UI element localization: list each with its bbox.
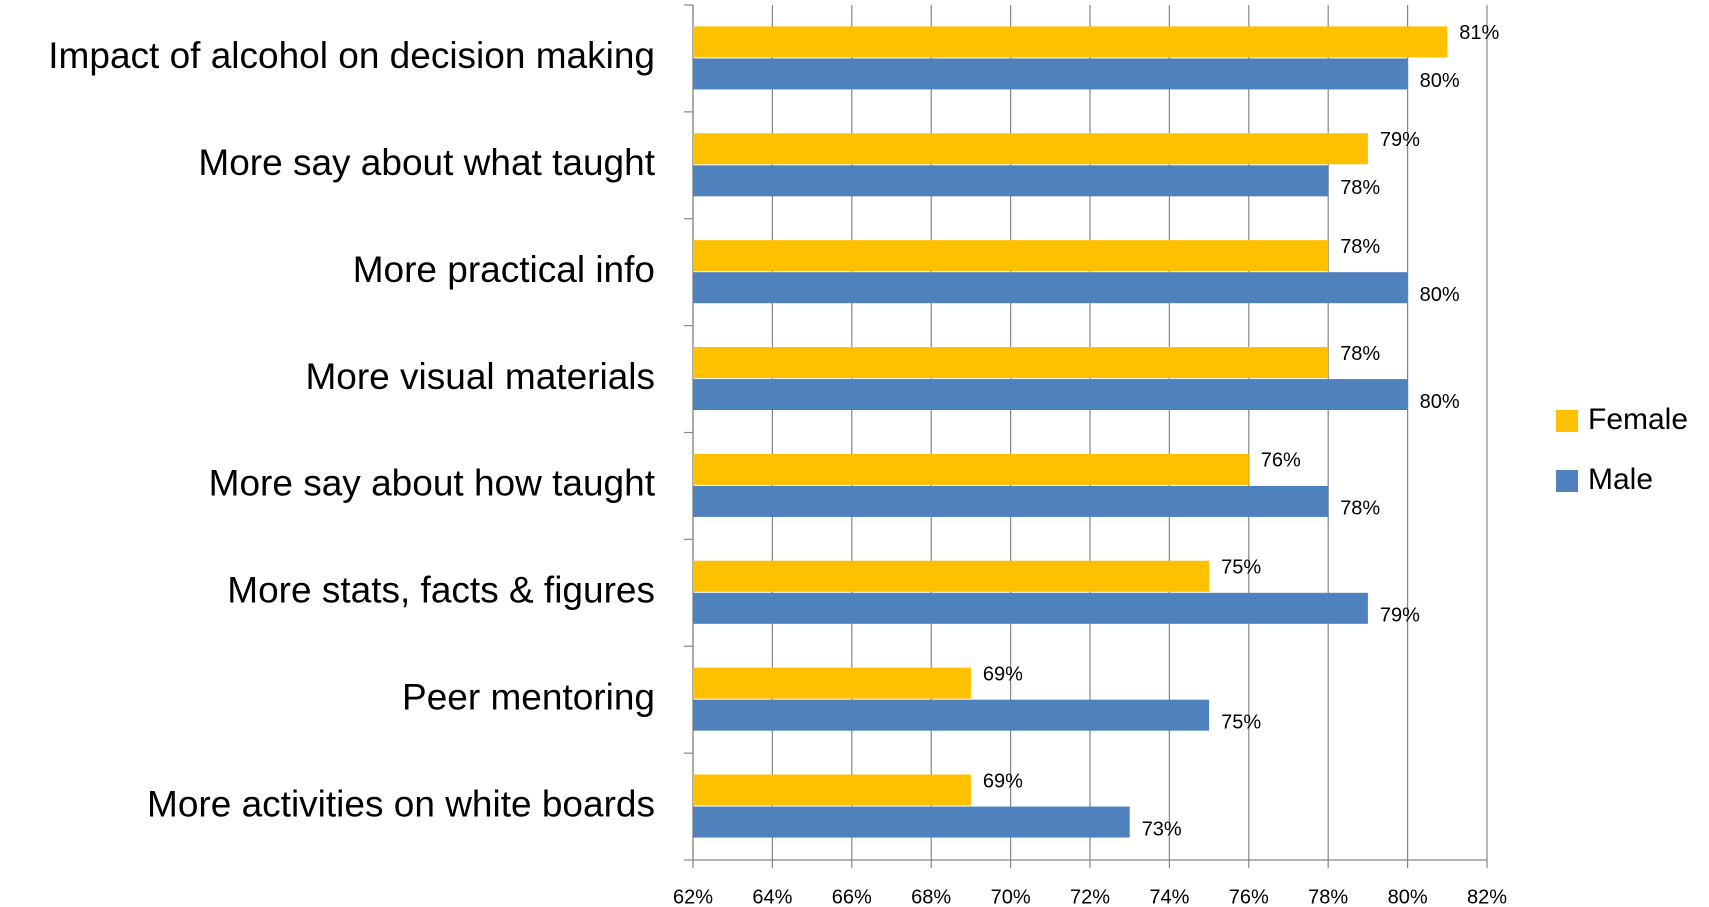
x-tick-label: 74% [1149,886,1189,907]
x-tick-label: 64% [752,886,792,907]
bar [693,667,971,699]
value-label: 78% [1340,343,1380,365]
value-label: 80% [1420,70,1460,92]
bar [693,240,1329,272]
category-label: More stats, facts & figures [227,570,655,611]
value-label: 81% [1459,22,1499,44]
value-label: 78% [1340,177,1380,199]
x-tick-label: 78% [1308,886,1348,907]
bar [693,58,1408,90]
bar [693,347,1329,378]
value-label: 80% [1420,391,1460,413]
x-tick-label: 80% [1388,886,1428,907]
bar [693,806,1130,838]
value-label: 69% [983,663,1023,685]
legend-swatch [1556,470,1578,492]
value-label: 79% [1380,605,1420,627]
bar [693,485,1329,517]
value-label: 73% [1142,818,1182,840]
x-tick-label: 72% [1070,886,1110,907]
value-label: 78% [1340,236,1380,258]
x-tick-label: 66% [832,886,872,907]
bar [693,699,1210,731]
legend-swatch [1556,410,1578,432]
category-label: Impact of alcohol on decision making [48,35,655,76]
bar [693,26,1448,58]
bar [693,592,1368,624]
x-tick-label: 62% [673,886,713,907]
category-label: More practical info [353,249,655,290]
value-label: 79% [1380,129,1420,151]
bar [693,379,1408,411]
bar [693,453,1249,485]
value-label: 75% [1221,711,1261,733]
value-label: 76% [1261,450,1301,472]
value-label: 75% [1221,557,1261,579]
value-label: 78% [1340,498,1380,520]
bar [693,560,1210,592]
value-label: 80% [1420,284,1460,306]
category-label: More say about what taught [198,142,655,183]
x-tick-label: 68% [911,886,951,907]
category-label: Peer mentoring [402,676,655,717]
legend-label: Male [1588,463,1653,496]
bar [693,165,1329,197]
x-tick-label: 82% [1467,886,1507,907]
category-label: More activities on white boards [147,783,655,824]
bar [693,133,1368,165]
category-label: More say about how taught [209,463,656,504]
x-tick-label: 76% [1229,886,1269,907]
bar [693,774,971,806]
bar [693,272,1408,304]
category-label: More visual materials [305,356,655,397]
x-tick-label: 70% [991,886,1031,907]
legend-label: Female [1588,403,1688,436]
value-label: 69% [983,770,1023,792]
